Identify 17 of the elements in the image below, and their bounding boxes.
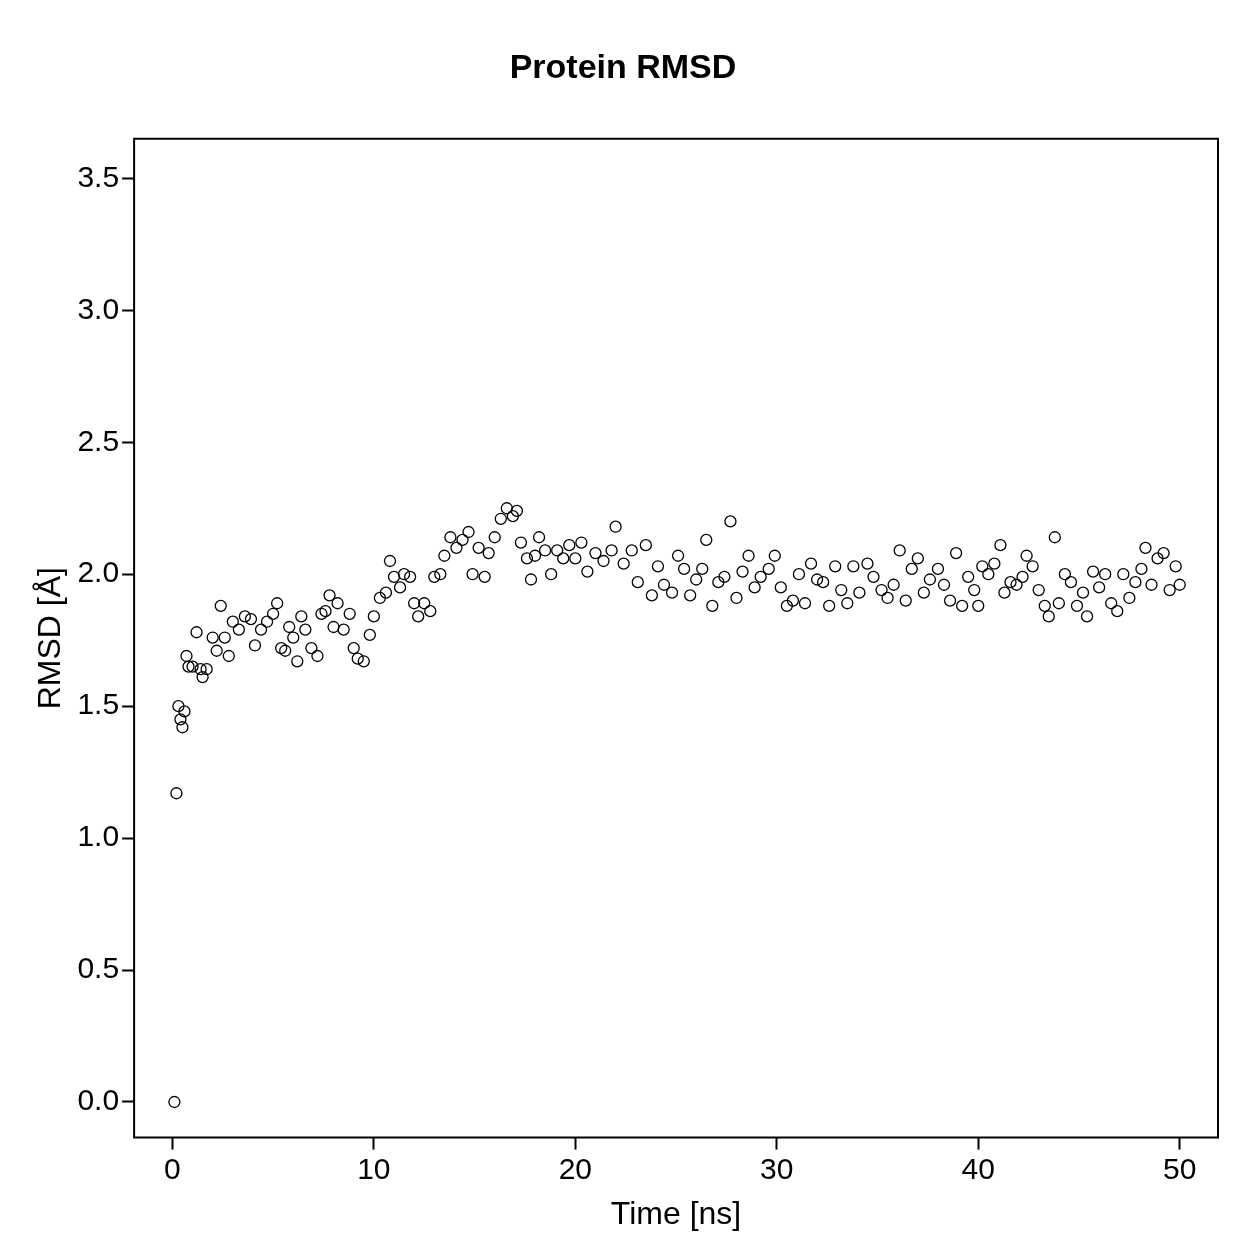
y-tick-label: 3.0 (77, 291, 120, 325)
x-tick-label: 30 (760, 1151, 794, 1185)
y-tick-label: 0.0 (77, 1083, 120, 1117)
y-tick-label: 3.5 (77, 159, 120, 193)
x-tick-label: 0 (164, 1151, 181, 1185)
x-tick-label: 20 (558, 1151, 593, 1185)
x-tick-label: 50 (1163, 1151, 1197, 1185)
y-tick-label: 1.0 (77, 819, 120, 853)
y-axis-title: RMSD [Å] (31, 567, 68, 710)
x-tick-label: 40 (961, 1151, 995, 1185)
chart-title: Protein RMSD (509, 46, 737, 85)
x-axis-title: Time [ns] (610, 1194, 742, 1231)
y-tick-label: 0.5 (77, 951, 120, 985)
y-tick-label: 2.0 (77, 555, 120, 589)
x-tick-label: 10 (357, 1151, 391, 1185)
y-tick-label: 1.5 (77, 687, 120, 721)
y-tick-label: 2.5 (77, 423, 120, 457)
